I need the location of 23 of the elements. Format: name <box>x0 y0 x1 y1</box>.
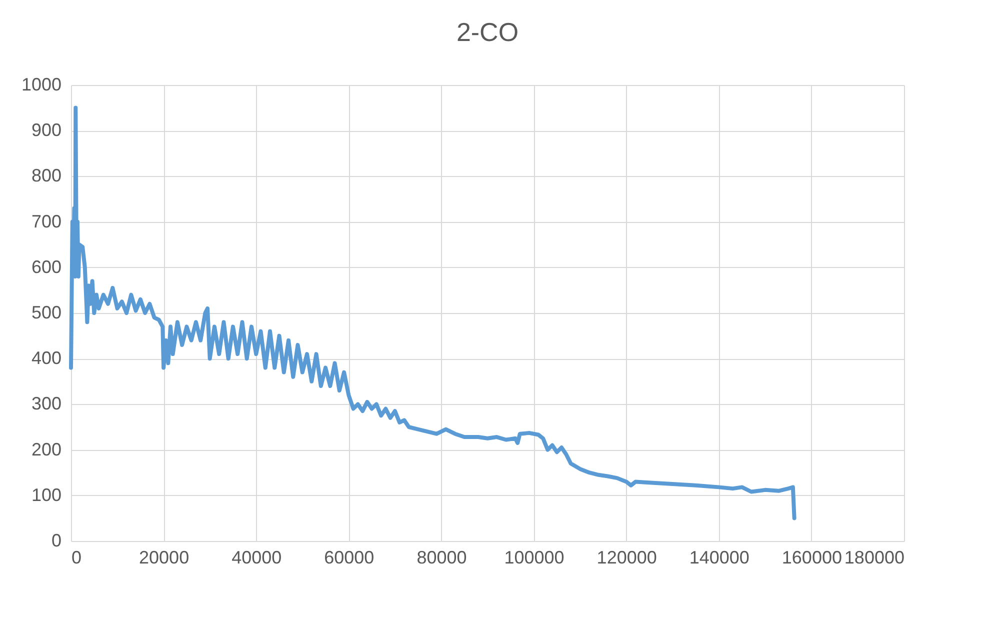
y-tick-label: 400 <box>31 348 62 368</box>
x-tick-label: 100000 <box>504 548 564 568</box>
y-tick-label: 200 <box>31 439 62 460</box>
x-tick-label: 160000 <box>782 548 842 568</box>
x-tick-label: 180000 <box>844 548 904 568</box>
y-tick-label: 100 <box>31 484 62 505</box>
x-tick-label: 0 <box>72 548 82 568</box>
line-series <box>69 106 796 520</box>
x-tick-label: 120000 <box>596 548 657 568</box>
y-tick-label: 800 <box>31 166 62 186</box>
x-tick-label: 60000 <box>324 548 374 568</box>
y-tick-label: 900 <box>31 120 62 140</box>
x-tick-label: 20000 <box>139 548 190 568</box>
y-tick-label: 0 <box>51 530 62 550</box>
y-tick-label: 700 <box>31 211 62 232</box>
y-tick-label: 600 <box>31 256 62 277</box>
x-tick-label: 40000 <box>232 548 282 568</box>
y-tick-label: 1000 <box>21 74 62 94</box>
x-tick-label: 80000 <box>416 548 467 568</box>
chart-title: 2-CO <box>456 17 519 47</box>
y-tick-label: 300 <box>31 394 62 414</box>
x-tick-label: 140000 <box>689 548 750 568</box>
y-tick-label: 500 <box>31 302 62 322</box>
